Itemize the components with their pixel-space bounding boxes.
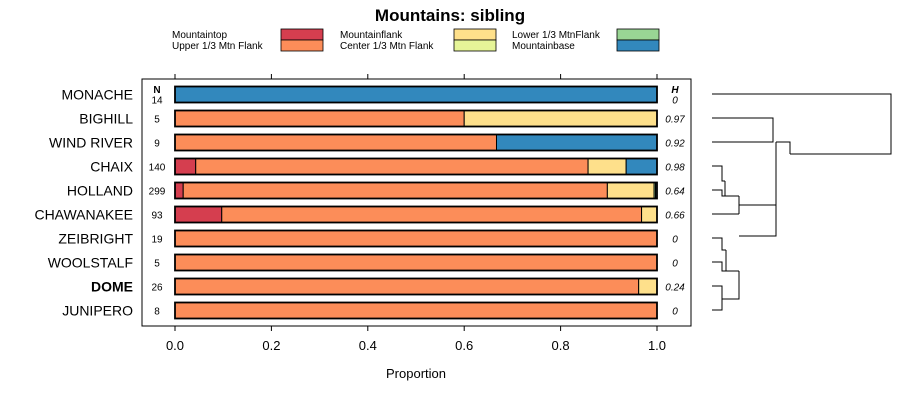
bar-row: WOOLSTALF 5 0	[48, 253, 678, 272]
n-column-header: N	[153, 85, 160, 96]
bar-row: MONACHE 14 0	[61, 85, 678, 107]
bar-row: HOLLAND 299 0.64	[67, 181, 685, 200]
bar-row: ZEIBRIGHT 19 0	[58, 229, 678, 248]
n-value: 299	[149, 187, 166, 198]
bar-row: WIND RIVER 9 0.92	[49, 133, 685, 152]
bar-row: JUNIPERO 8 0	[62, 301, 678, 320]
category-label: BIGHILL	[79, 111, 133, 127]
category-label: CHAWANAKEE	[34, 207, 133, 223]
bar-outline	[174, 109, 658, 128]
bar-segment	[221, 206, 643, 223]
x-tick-label: 0.0	[166, 338, 184, 353]
h-value: 0	[672, 96, 678, 107]
bar-segment	[495, 134, 658, 151]
bar-outline	[174, 277, 658, 296]
h-value: 0.66	[665, 211, 685, 222]
legend-label: Upper 1/3 Mtn Flank	[172, 41, 264, 52]
bar-segment	[174, 158, 197, 175]
bar-outline	[174, 205, 658, 224]
n-value: 93	[151, 211, 163, 222]
bar-outline	[174, 157, 658, 176]
bar-segment	[174, 278, 640, 295]
bar-segment	[638, 278, 658, 295]
h-value: 0.92	[665, 139, 685, 150]
category-label: WOOLSTALF	[48, 255, 133, 271]
bar-segment	[174, 182, 184, 199]
legend-label: Mountainbase	[512, 41, 575, 52]
x-tick-label: 1.0	[648, 338, 666, 353]
bar-segment	[463, 110, 658, 127]
x-axis: 0.0 0.2 0.4 0.6 0.8 1.0	[166, 74, 666, 353]
h-value: 0.64	[665, 187, 685, 198]
x-tick-label: 0.8	[552, 338, 570, 353]
bar-outline	[174, 301, 658, 320]
category-label: ZEIBRIGHT	[58, 231, 133, 247]
n-value: 9	[154, 139, 160, 150]
bar-segment	[174, 230, 658, 247]
legend-swatch	[280, 39, 324, 52]
legend-label: Lower 1/3 MtnFlank	[512, 30, 601, 41]
category-label: JUNIPERO	[62, 303, 133, 319]
legend-label: Mountainflank	[340, 30, 403, 41]
bar-outline	[174, 229, 658, 248]
legend-label: Mountaintop	[172, 30, 227, 41]
bar-segment	[174, 302, 658, 319]
n-value: 5	[154, 115, 160, 126]
n-value: 26	[151, 283, 163, 294]
bar-segment	[174, 86, 658, 103]
category-label: HOLLAND	[67, 183, 133, 199]
category-label: WIND RIVER	[49, 135, 133, 151]
bar-segment	[174, 110, 465, 127]
n-value: 19	[151, 235, 163, 246]
bar-segment	[641, 206, 658, 223]
n-value: 8	[154, 307, 160, 318]
bar-segment	[195, 158, 589, 175]
bar-segment	[174, 254, 658, 271]
bar-row: DOME 26 0.24	[91, 277, 685, 296]
n-value: 14	[151, 96, 163, 107]
category-label: DOME	[91, 279, 133, 295]
legend-swatch	[453, 28, 497, 41]
legend-swatch	[616, 39, 660, 52]
category-label: MONACHE	[61, 87, 133, 103]
legend-swatch	[280, 28, 324, 41]
chart-title: Mountains: sibling	[375, 6, 525, 25]
legend-label: Center 1/3 Mtn Flank	[340, 41, 434, 52]
h-value: 0.97	[665, 115, 685, 126]
n-value: 5	[154, 259, 160, 270]
n-value: 140	[149, 163, 166, 174]
dendrogram	[712, 93, 892, 311]
bar-segment	[606, 182, 655, 199]
h-column-header: H	[671, 85, 679, 96]
x-tick-label: 0.6	[455, 338, 473, 353]
category-label: CHAIX	[90, 159, 133, 175]
x-axis-title: Proportion	[386, 366, 446, 381]
bar-outline	[174, 181, 658, 200]
bar-outline	[174, 253, 658, 272]
bar-outline	[174, 85, 658, 104]
bar-segment	[625, 158, 658, 175]
h-value: 0	[672, 235, 678, 246]
bar-row: CHAWANAKEE 93 0.66	[34, 205, 685, 224]
plot-frame	[141, 78, 692, 327]
bar-segment	[587, 158, 627, 175]
bar-row: BIGHILL 5 0.97	[79, 109, 685, 128]
legend-swatch	[616, 28, 660, 41]
legend-swatch	[453, 39, 497, 52]
bar-outline	[174, 133, 658, 152]
bar-row: CHAIX 140 0.98	[90, 157, 685, 176]
x-tick-label: 0.4	[359, 338, 377, 353]
bar-segment	[174, 206, 223, 223]
bar-segment	[182, 182, 608, 199]
h-value: 0	[672, 307, 678, 318]
h-value: 0.98	[665, 163, 685, 174]
bar-segment	[174, 134, 497, 151]
h-value: 0.24	[665, 283, 685, 294]
h-value: 0	[672, 259, 678, 270]
x-tick-label: 0.2	[262, 338, 280, 353]
